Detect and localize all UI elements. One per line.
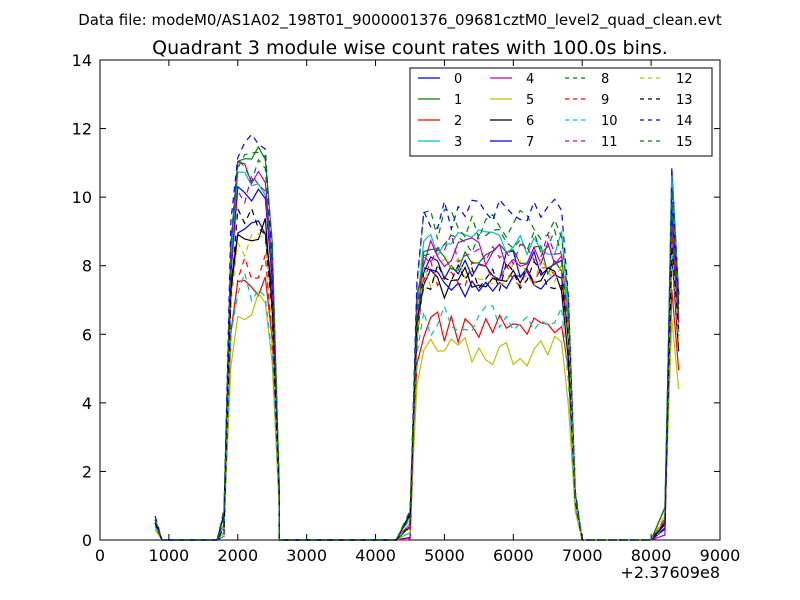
- chart-title: Quadrant 3 module wise count rates with …: [152, 37, 668, 59]
- y-tick-label: 12: [72, 120, 92, 139]
- x-tick-label: 5000: [424, 546, 465, 565]
- legend-label-3: 3: [454, 135, 462, 150]
- legend-label-9: 9: [601, 93, 609, 108]
- legend-label-10: 10: [601, 114, 618, 129]
- legend-label-13: 13: [676, 93, 693, 108]
- x-tick-label: 8000: [631, 546, 672, 565]
- legend-label-12: 12: [676, 72, 693, 87]
- x-tick-label: 6000: [493, 546, 534, 565]
- x-axis-offset-label: +2.37609e8: [620, 563, 720, 582]
- x-tick-label: 2000: [217, 546, 258, 565]
- y-tick-label: 10: [72, 188, 92, 207]
- legend-label-6: 6: [526, 114, 534, 129]
- y-tick-label: 6: [82, 325, 92, 344]
- legend-label-5: 5: [526, 93, 534, 108]
- series-layer: [154, 133, 680, 541]
- legend-label-11: 11: [601, 135, 618, 150]
- x-tick-label: 0: [95, 546, 105, 565]
- x-axis: 0 1000 2000 3000 4000 5000 6000 7000 8000 9000: [95, 60, 740, 565]
- legend-label-14: 14: [676, 114, 693, 129]
- y-tick-label: 2: [82, 462, 92, 481]
- x-tick-label: 9000: [700, 546, 741, 565]
- legend-label-0: 0: [454, 72, 462, 87]
- y-tick-label: 14: [72, 51, 92, 70]
- x-tick-label: 3000: [286, 546, 327, 565]
- legend-label-15: 15: [676, 135, 693, 150]
- x-tick-label: 7000: [562, 546, 603, 565]
- x-tick-label: 4000: [355, 546, 396, 565]
- y-tick-label: 4: [82, 394, 92, 413]
- legend-label-2: 2: [454, 114, 462, 129]
- chart-subtitle: Data file: modeM0/AS1A02_198T01_90000013…: [78, 11, 722, 30]
- legend-label-1: 1: [454, 93, 462, 108]
- y-tick-label: 0: [82, 531, 92, 550]
- x-tick-label: 1000: [149, 546, 190, 565]
- series-line-13: [154, 206, 680, 541]
- legend-box: [409, 67, 713, 157]
- legend-label-8: 8: [601, 72, 609, 87]
- y-tick-label: 8: [82, 257, 92, 276]
- legend-label-4: 4: [526, 72, 534, 87]
- legend-label-7: 7: [526, 135, 534, 150]
